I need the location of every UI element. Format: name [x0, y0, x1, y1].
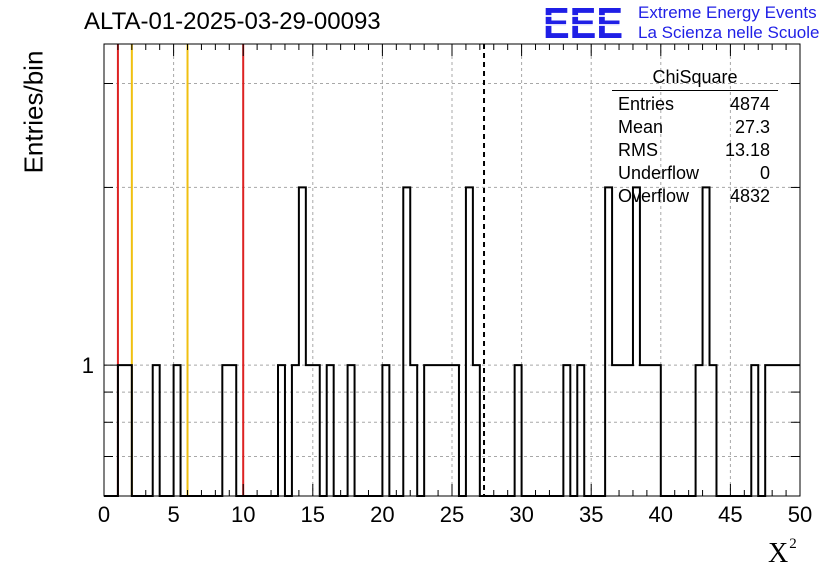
histogram-bin [703, 187, 710, 496]
histogram-bin [765, 365, 800, 496]
stats-value: 4832 [729, 186, 770, 206]
histogram-bin [306, 365, 313, 496]
histogram-bin [403, 187, 410, 496]
stats-label: Entries [618, 94, 675, 114]
histogram-bin [696, 365, 703, 496]
histogram-bin [612, 365, 633, 496]
histogram-bin [410, 365, 417, 496]
y-tick-label: 1 [82, 353, 94, 378]
histogram-bin [473, 365, 480, 496]
stats-value: 4874 [729, 94, 770, 114]
x-axis-label: X2 [768, 536, 797, 569]
histogram-bin [118, 365, 132, 496]
logo-line-2: La Scienza nelle Scuole [638, 23, 820, 42]
x-tick-label: 35 [579, 502, 603, 527]
histogram-bin [313, 365, 320, 496]
x-tick-label: 10 [231, 502, 255, 527]
x-tick-label: 15 [301, 502, 325, 527]
stats-divider [612, 90, 778, 91]
eee-logo: EEE [543, 2, 623, 42]
histogram-bin [751, 365, 758, 496]
stats-label: Overflow [618, 186, 690, 206]
histogram-bin [515, 365, 522, 496]
stats-title: ChiSquare [652, 67, 738, 87]
histogram-bin [327, 365, 334, 496]
histogram-bin [424, 365, 459, 496]
chart-title: ALTA-01-2025-03-29-00093 [84, 8, 381, 35]
histogram-bin [153, 365, 160, 496]
stats-row-underflow: Underflow 0 [612, 162, 778, 185]
histogram-bin [640, 365, 661, 496]
histogram-bin [710, 365, 717, 496]
histogram-bin [633, 187, 640, 496]
x-tick-label: 45 [718, 502, 742, 527]
x-tick-label: 5 [167, 502, 179, 527]
x-tick-label: 25 [440, 502, 464, 527]
stats-row-overflow: Overflow 4832 [612, 185, 778, 208]
stats-row-entries: Entries 4874 [612, 93, 778, 116]
histogram-bin [382, 365, 389, 496]
stats-row-mean: Mean 27.3 [612, 116, 778, 139]
x-tick-label: 40 [649, 502, 673, 527]
histogram-bin [292, 365, 299, 496]
x-tick-label: 50 [788, 502, 812, 527]
histogram-bin [222, 365, 236, 496]
x-tick-label: 0 [98, 502, 110, 527]
histogram-bin [563, 365, 570, 496]
histogram-bin [466, 187, 473, 496]
x-tick-label: 20 [370, 502, 394, 527]
stats-label: RMS [618, 140, 658, 160]
stats-value: 13.18 [724, 140, 770, 160]
stats-value: 0 [759, 163, 770, 183]
histogram-bin [605, 187, 612, 496]
x-tick-label: 30 [509, 502, 533, 527]
axes: 0 5 10 15 20 25 30 35 40 45 50 1 [82, 43, 812, 527]
stats-label: Underflow [618, 163, 700, 183]
stats-value: 27.3 [734, 117, 770, 137]
stats-label: Mean [618, 117, 664, 137]
svg-text:EEE: EEE [543, 2, 623, 42]
histogram-bin [577, 365, 584, 496]
stats-row-rms: RMS 13.18 [612, 139, 778, 162]
stats-box: ChiSquare Entries 4874 Mean 27.3 RMS 13.… [612, 66, 778, 208]
histogram-bars [104, 186, 800, 497]
y-axis-label: Entries/bin [18, 50, 49, 174]
histogram-bin [348, 365, 355, 496]
histogram-bin [278, 365, 285, 496]
histogram-bin [174, 365, 181, 496]
histogram-bin [299, 187, 306, 496]
logo-line-1: Extreme Energy Events [638, 3, 817, 22]
